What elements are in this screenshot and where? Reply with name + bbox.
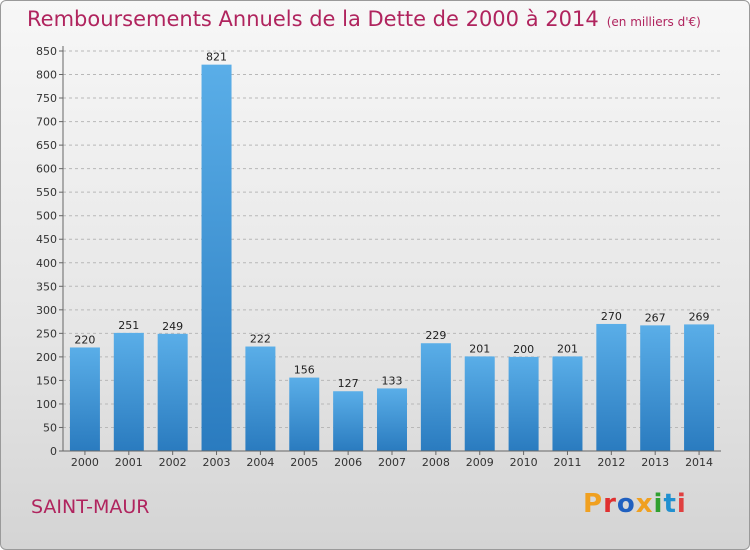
- y-tick-label: 600: [36, 163, 57, 176]
- value-label: 251: [118, 319, 139, 332]
- logo-letter: t: [663, 489, 677, 519]
- x-tick-label: 2013: [641, 456, 669, 469]
- value-label: 821: [206, 51, 227, 64]
- x-tick-label: 2000: [71, 456, 99, 469]
- bar-2003[interactable]: [201, 64, 232, 451]
- value-label: 267: [645, 311, 666, 324]
- value-label: 156: [294, 364, 315, 377]
- value-label: 249: [162, 320, 183, 333]
- y-tick-label: 200: [36, 351, 57, 364]
- y-tick-label: 800: [36, 69, 57, 82]
- proxiti-logo[interactable]: Proxiti: [583, 489, 687, 519]
- y-tick-label: 50: [43, 421, 57, 434]
- logo-letter: x: [635, 489, 654, 519]
- logo-letter: P: [583, 489, 604, 519]
- bar-2008[interactable]: [420, 343, 451, 451]
- y-tick-label: 150: [36, 374, 57, 387]
- x-tick-label: 2002: [159, 456, 187, 469]
- value-label: 133: [382, 374, 403, 387]
- value-label: 270: [601, 310, 622, 323]
- bar-2001[interactable]: [113, 332, 144, 451]
- y-tick-label: 400: [36, 257, 57, 270]
- bar-2011[interactable]: [552, 356, 583, 451]
- x-tick-label: 2005: [290, 456, 318, 469]
- value-label: 229: [425, 329, 446, 342]
- value-label: 201: [469, 342, 490, 355]
- value-label: 127: [338, 377, 359, 390]
- y-tick-label: 450: [36, 233, 57, 246]
- y-tick-label: 750: [36, 92, 57, 105]
- bar-2007[interactable]: [377, 388, 407, 451]
- value-label: 201: [557, 342, 578, 355]
- x-tick-label: 2003: [203, 456, 231, 469]
- logo-letter: i: [676, 489, 687, 519]
- x-tick-label: 2001: [115, 456, 143, 469]
- y-tick-label: 350: [36, 280, 57, 293]
- x-tick-label: 2012: [597, 456, 625, 469]
- y-tick-label: 500: [36, 210, 57, 223]
- value-label: 200: [513, 343, 534, 356]
- bar-2013[interactable]: [640, 325, 671, 451]
- value-label: 220: [74, 333, 95, 346]
- bar-2006[interactable]: [333, 391, 364, 451]
- x-tick-label: 2014: [685, 456, 713, 469]
- x-tick-label: 2004: [246, 456, 274, 469]
- logo-letter: r: [603, 489, 617, 519]
- chart-title-text: Remboursements Annuels de la Dette de 20…: [27, 7, 599, 31]
- bar-2002[interactable]: [157, 333, 188, 451]
- x-tick-label: 2008: [422, 456, 450, 469]
- bar-2009[interactable]: [464, 356, 495, 451]
- x-tick-label: 2011: [553, 456, 581, 469]
- y-tick-label: 100: [36, 398, 57, 411]
- chart-unit: (en milliers d'€): [606, 15, 701, 29]
- y-tick-label: 0: [50, 445, 57, 458]
- bar-2004[interactable]: [245, 346, 276, 451]
- y-tick-label: 300: [36, 304, 57, 317]
- logo-letter: i: [653, 489, 664, 519]
- y-tick-label: 250: [36, 327, 57, 340]
- bar-2005[interactable]: [289, 377, 320, 451]
- x-tick-label: 2009: [466, 456, 494, 469]
- commune-name: SAINT-MAUR: [31, 496, 150, 518]
- chart-title: Remboursements Annuels de la Dette de 20…: [27, 7, 701, 31]
- x-tick-label: 2010: [510, 456, 538, 469]
- bar-2014[interactable]: [684, 324, 715, 451]
- logo-letter: o: [616, 489, 636, 519]
- value-label: 269: [689, 310, 710, 323]
- value-label: 222: [250, 333, 271, 346]
- y-tick-label: 650: [36, 139, 57, 152]
- bar-2010[interactable]: [508, 356, 539, 451]
- x-tick-label: 2007: [378, 456, 406, 469]
- bar-2000[interactable]: [69, 347, 100, 451]
- x-tick-label: 2006: [334, 456, 362, 469]
- y-tick-label: 850: [36, 45, 57, 58]
- y-tick-label: 700: [36, 116, 57, 129]
- bar-2012[interactable]: [596, 323, 627, 451]
- y-tick-label: 550: [36, 186, 57, 199]
